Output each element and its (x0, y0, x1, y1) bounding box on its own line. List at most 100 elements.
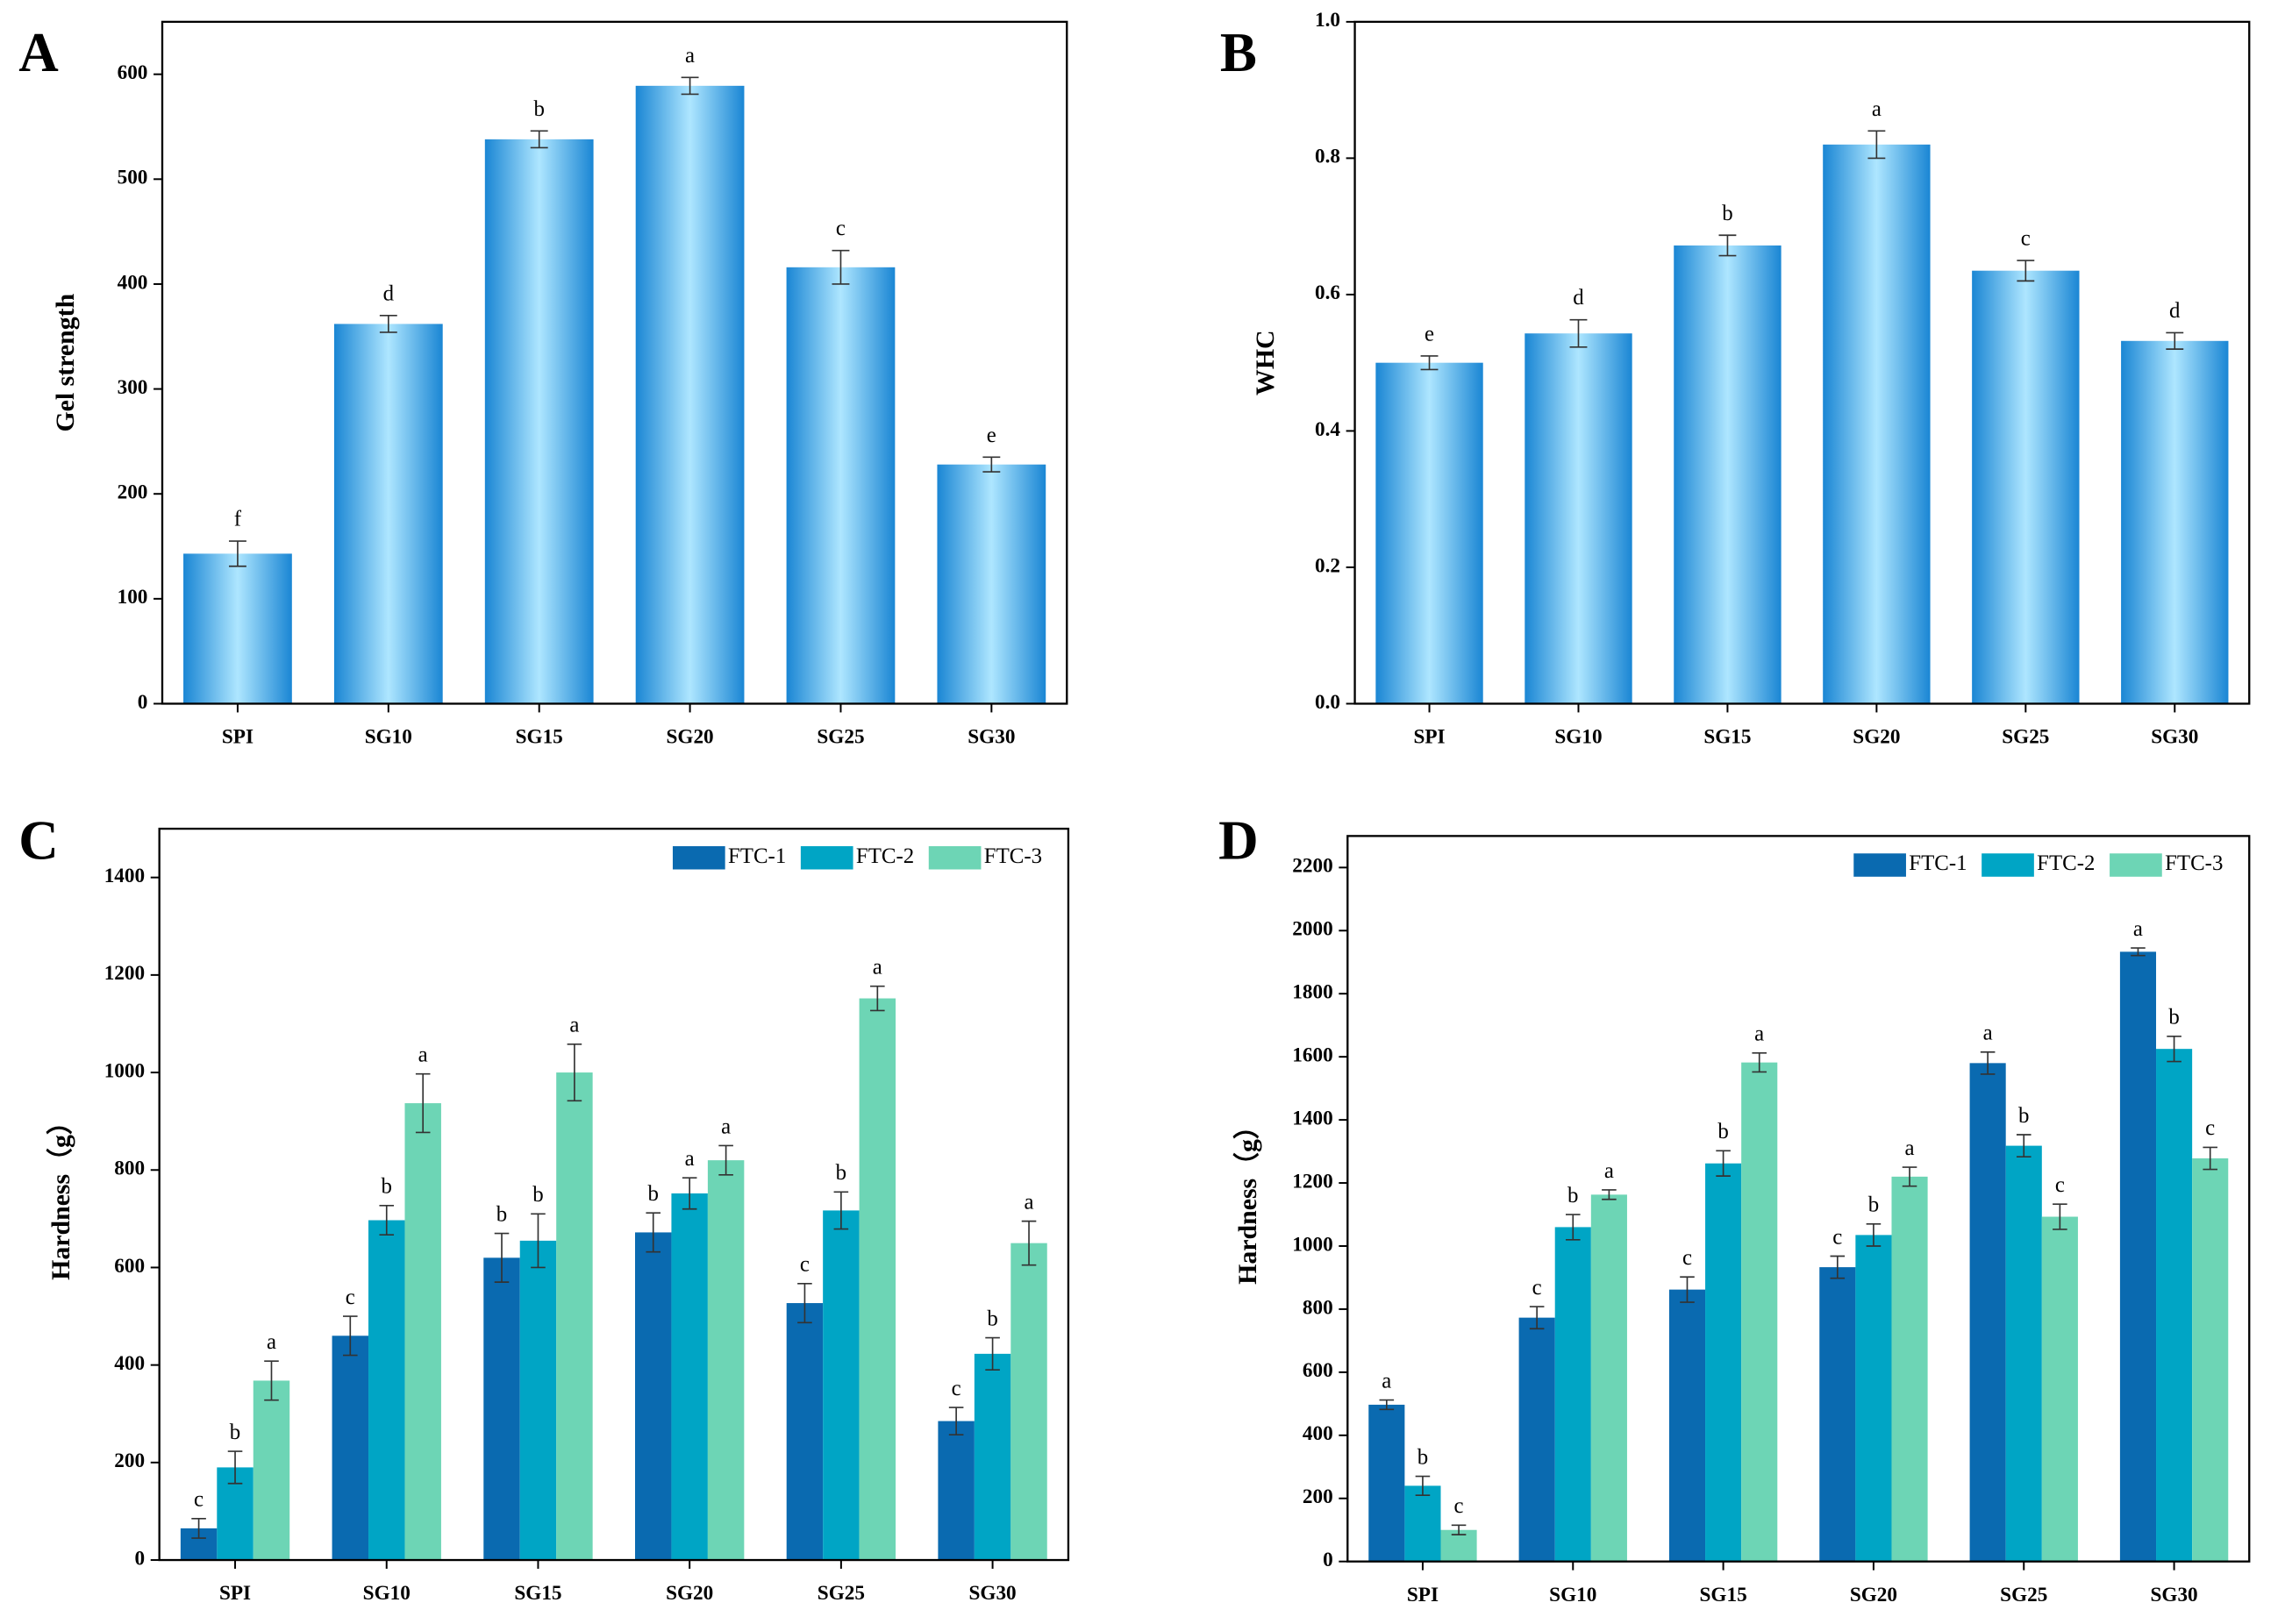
error-bar (1602, 1189, 1617, 1200)
error-bar (379, 315, 397, 333)
x-tick-label: SG20 (1850, 1584, 1897, 1606)
error-bar (681, 76, 699, 96)
significance-letter: a (1382, 1369, 1391, 1393)
bar (368, 1220, 405, 1561)
bar (519, 1240, 557, 1561)
panel-label: C (18, 809, 58, 871)
error-bar (2017, 260, 2035, 282)
error-bar (1415, 1475, 1431, 1496)
error-bar (1420, 355, 1439, 371)
x-tick-label: SG25 (2002, 726, 2049, 749)
significance-letter: b (647, 1182, 658, 1206)
x-tick-label: SG20 (666, 1582, 713, 1605)
y-tick-label: 400 (118, 271, 148, 294)
x-tick-label: SPI (1413, 726, 1445, 749)
bar (1969, 1063, 2006, 1562)
x-tick-label: SG30 (2151, 726, 2198, 749)
error-bar (2053, 1203, 2067, 1230)
significance-letter: c (194, 1488, 204, 1512)
error-bar (343, 1315, 358, 1357)
x-tick-label: SPI (219, 1582, 251, 1605)
significance-letter: a (2133, 917, 2143, 941)
significance-letter: c (1832, 1225, 1842, 1249)
y-tick-label: 0.6 (1315, 281, 1340, 304)
x-tick-label: SG30 (2151, 1584, 2198, 1606)
bar (404, 1103, 441, 1561)
legend-label: FTC-2 (2037, 851, 2095, 875)
bar (1819, 1267, 1856, 1562)
error-bar (1379, 1399, 1395, 1411)
bar (1972, 270, 2080, 704)
y-tick-label: 400 (114, 1352, 145, 1375)
significance-letter: c (346, 1286, 355, 1309)
y-tick-label: 1800 (1292, 981, 1332, 1004)
x-tick-label: SG20 (1853, 726, 1900, 749)
y-tick-label: 400 (1303, 1422, 1333, 1445)
legend-swatch (1853, 853, 1906, 877)
bar (332, 1336, 369, 1561)
bar (1674, 245, 1782, 704)
bar (253, 1380, 290, 1561)
bar (1554, 1227, 1591, 1562)
y-tick-label: 200 (1303, 1485, 1333, 1508)
x-tick-label: SG10 (363, 1582, 411, 1605)
significance-letter: b (1868, 1193, 1879, 1217)
error-bar (833, 1191, 849, 1230)
significance-letter: b (2018, 1104, 2029, 1128)
y-tick-label: 600 (118, 61, 148, 84)
error-bar (264, 1360, 279, 1401)
significance-letter: b (496, 1202, 507, 1226)
y-tick-label: 200 (118, 481, 148, 504)
error-bar (985, 1336, 1000, 1371)
significance-letter: a (685, 44, 695, 68)
significance-letter: a (1872, 97, 1882, 121)
significance-letter: c (1532, 1276, 1542, 1300)
plot-frame (158, 827, 1070, 1562)
y-tick-label: 0 (1323, 1549, 1333, 1571)
bar (333, 324, 443, 704)
bar (938, 1421, 975, 1561)
y-tick-label: 800 (1303, 1296, 1333, 1319)
bar (483, 1257, 520, 1561)
significance-letter: b (2168, 1006, 2179, 1029)
bar (1705, 1163, 1742, 1562)
x-tick-label: SG15 (514, 1582, 561, 1605)
bar (786, 1303, 824, 1561)
y-tick-label: 1600 (1292, 1043, 1332, 1066)
y-axis-label: Hardness（g） (46, 1108, 75, 1280)
error-bar (832, 249, 850, 285)
bar (707, 1160, 745, 1561)
y-tick-label: 100 (118, 586, 148, 609)
x-tick-label: SG25 (818, 1582, 865, 1605)
y-tick-label: 1000 (1292, 1233, 1332, 1256)
bar (1518, 1317, 1555, 1562)
significance-letter: a (873, 955, 882, 979)
error-bar (1867, 130, 1886, 160)
bar (2156, 1049, 2193, 1562)
significance-letter: b (1567, 1184, 1578, 1207)
significance-letter: c (2021, 227, 2031, 251)
error-bar (530, 130, 548, 149)
legend-swatch (672, 845, 725, 870)
error-bar (1021, 1220, 1037, 1266)
x-tick-label: SPI (222, 726, 253, 749)
x-tick-label: SG20 (667, 726, 714, 749)
error-bar (379, 1205, 395, 1236)
bar (1741, 1062, 1778, 1562)
error-bar (1569, 318, 1588, 348)
x-tick-label: SG30 (968, 726, 1015, 749)
bar (2119, 951, 2157, 1562)
x-tick-label: SG30 (969, 1582, 1017, 1605)
y-tick-label: 500 (118, 167, 148, 189)
significance-letter: c (836, 217, 846, 240)
bar (1891, 1176, 1928, 1562)
significance-letter: b (382, 1175, 392, 1199)
significance-letter: b (532, 1183, 543, 1207)
y-tick-label: 300 (118, 376, 148, 399)
bar (671, 1193, 708, 1561)
significance-letter: a (1983, 1022, 1993, 1045)
bar (1855, 1235, 1892, 1562)
error-bar (2016, 1134, 2032, 1158)
error-bar (567, 1043, 582, 1102)
bar (2005, 1145, 2042, 1562)
